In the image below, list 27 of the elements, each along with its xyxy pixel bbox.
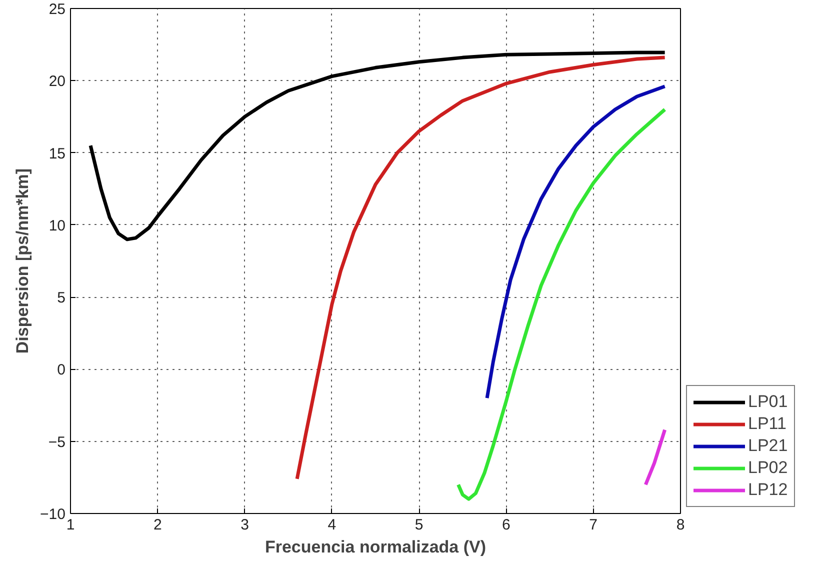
legend-label: LP01 — [748, 392, 788, 412]
legend-label: LP11 — [748, 414, 786, 434]
x-tick-label: 3 — [240, 516, 249, 534]
line-series — [456, 108, 667, 501]
x-tick-label: 8 — [676, 516, 685, 534]
y-tick-label: −10 — [40, 506, 66, 523]
y-tick-label: 25 — [48, 1, 66, 18]
x-tick-label: 4 — [328, 516, 336, 534]
line-series — [485, 84, 667, 400]
x-tick-label: 6 — [502, 516, 510, 534]
x-axis-title: Frecuencia normalizada (V) — [264, 538, 486, 556]
y-axis-title: Dispersion [ps/nm*km] — [13, 168, 32, 354]
y-tick-label: 5 — [57, 290, 66, 307]
x-tick-label: 1 — [66, 516, 75, 534]
y-tick-label: 10 — [48, 217, 66, 234]
y-tick-label: 20 — [48, 73, 66, 90]
x-tick-label: 7 — [589, 516, 598, 534]
y-tick-label: 15 — [48, 145, 66, 162]
x-tick-label: 2 — [153, 516, 162, 534]
y-tick-label: −5 — [48, 434, 66, 451]
legend-label: LP21 — [748, 436, 788, 456]
line-series — [88, 50, 667, 242]
line-series — [295, 56, 667, 481]
legend-label: LP02 — [748, 458, 788, 478]
y-tick-label: 0 — [57, 362, 66, 379]
legend-label: LP12 — [748, 480, 788, 500]
x-tick-label: 5 — [414, 516, 424, 534]
